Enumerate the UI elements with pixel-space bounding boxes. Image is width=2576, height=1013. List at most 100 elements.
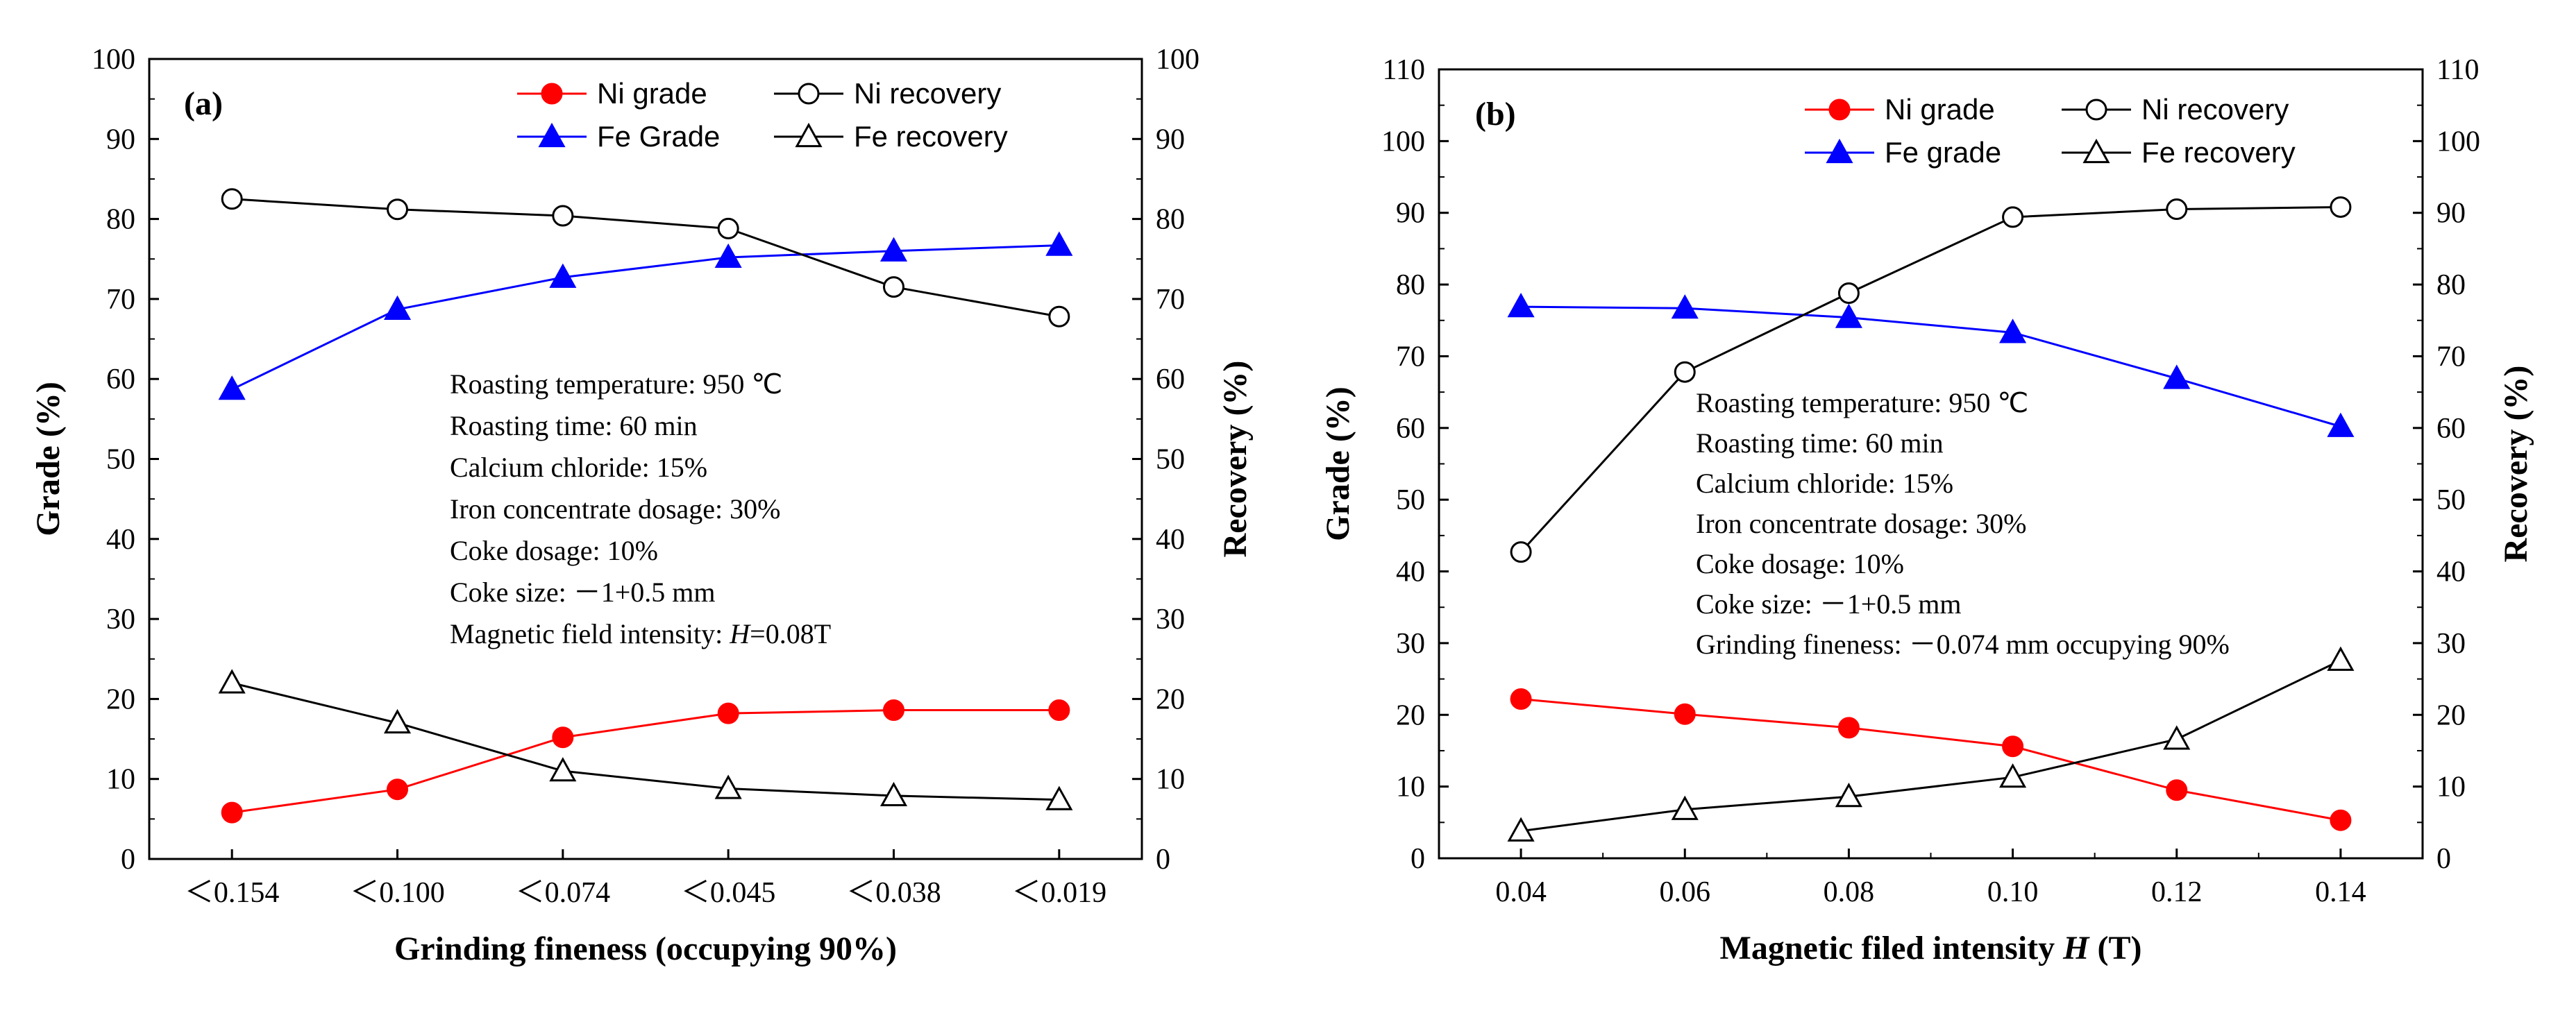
panel-b-point-fe-grade [1671, 294, 1699, 319]
panel-b-left-tick-label: 10 [1396, 772, 1425, 803]
panel-a-legend-label-ni-grade: Ni grade [597, 77, 707, 110]
panel-b-left-tick-label: 110 [1383, 54, 1425, 86]
panel-a-point-ni-recovery [883, 276, 904, 298]
panel-a-series-ni-recovery [221, 188, 1070, 327]
panel-a-point-fe-recovery [879, 781, 908, 807]
panel-a-legend-label-fe-grade: Fe Grade [597, 120, 720, 153]
panel-a-point-ni-grade [883, 699, 904, 722]
panel-a-x-tick-label: ＜0.154 [185, 877, 280, 909]
panel-b-point-fe-recovery [1835, 783, 1862, 808]
panel-a-left-tick-label: 100 [92, 44, 135, 76]
panel-b-right-tick-label: 20 [2436, 699, 2466, 731]
panel-b-right-tick-label: 100 [2436, 126, 2480, 158]
panel-b-left-tick-label: 20 [1396, 699, 1425, 731]
panel-b-left-tick-label: 80 [1396, 269, 1425, 301]
panel-a-point-ni-grade [387, 778, 408, 801]
panel-b-right-tick-label: 0 [2436, 843, 2451, 875]
panel-a-point-fe-grade [383, 295, 412, 320]
panel-a-point-ni-recovery [387, 198, 408, 221]
panel-a-x-tick-label: ＜0.100 [350, 877, 445, 909]
panel-a-point-fe-recovery [383, 708, 412, 734]
panel-b-legend-marker-ni-grade [1828, 99, 1851, 121]
panel-b-legend-marker-fe-recovery [2082, 138, 2110, 164]
panel-a-point-fe-grade [714, 243, 742, 269]
panel-b-left-tick-label: 50 [1396, 484, 1425, 516]
panel-a-right-tick-label: 40 [1156, 524, 1185, 556]
panel-b-left-tick-label: 0 [1411, 843, 1425, 875]
panel-a-annotation-line: Roasting temperature: 950 ℃ [450, 368, 782, 400]
panel-a-point-fe-grade [218, 375, 246, 400]
panel-a-annotation-line: Iron concentrate dosage: 30% [450, 493, 780, 525]
panel-a-left-tick-label: 40 [106, 524, 135, 556]
panel-a-annotation-part: Magnetic field intensity: [450, 618, 730, 649]
panel-b-annotation-line: Grinding fineness: －0.074 mm occupying 9… [1696, 629, 2230, 660]
panel-a-left-tick-label: 50 [106, 444, 135, 476]
panel-b-left-tick-label: 30 [1396, 628, 1425, 660]
panel-b-annotation-line: Iron concentrate dosage: 30% [1696, 508, 2026, 539]
panel-a-legend-marker-fe-recovery [795, 122, 823, 148]
panel-b-point-fe-grade [1507, 293, 1535, 318]
panel-a-annotation-line: Calcium chloride: 15% [450, 452, 707, 483]
panel-b-line-fe-recovery [1520, 659, 2341, 833]
panel-a-legend-marker-ni-grade [541, 83, 563, 105]
panel-a-x-tick-label: ＜0.038 [846, 877, 941, 909]
panel-b-x-tick-label: 0.10 [1987, 876, 2039, 908]
panel-a-x-title-part: Grinding fineness (occupying 90%) [394, 930, 897, 967]
panel-a-left-tick-label: 10 [106, 764, 135, 796]
panel-a-right-tick-label: 90 [1156, 124, 1185, 155]
panel-b-point-ni-grade [1674, 703, 1696, 725]
panel-a-line-ni-recovery [232, 198, 1060, 318]
panel-b-y-right-title: Recovery (%) [2498, 366, 2534, 563]
panel-b-point-ni-recovery [1674, 361, 1696, 383]
panel-b-point-fe-recovery [2327, 646, 2355, 671]
panel-a-left-tick-label: 90 [106, 124, 135, 155]
panel-a-left-tick-label: 0 [121, 844, 135, 876]
panel-b-point-fe-grade [1999, 318, 2027, 343]
panel-a-legend-marker-ni-recovery [798, 83, 820, 105]
panel-b-right-tick-label: 40 [2436, 556, 2466, 588]
panel-b-x-tick-label: 0.04 [1495, 876, 1547, 908]
panel-b-x-tick-label: 0.08 [1824, 876, 1875, 908]
panel-b-x-title-part: H [2055, 930, 2097, 967]
panel-a-right-tick-label: 20 [1156, 683, 1185, 715]
panel-b-right-tick-label: 60 [2436, 413, 2466, 445]
panel-a-line-fe-recovery [231, 681, 1059, 801]
panel-a-annotation-part: =0.08T [750, 618, 831, 649]
panel-b-legend-label-fe-recovery: Fe recovery [2141, 136, 2296, 169]
panel-b-point-ni-recovery [1510, 541, 1532, 563]
panel-a-right-tick-label: 70 [1156, 284, 1185, 316]
panel-b-point-fe-grade [1835, 303, 1862, 328]
panel-b-series-ni-recovery [1510, 196, 2352, 563]
panel-a-point-ni-recovery [1048, 305, 1070, 327]
panel-b-x-tick-label: 0.14 [2315, 876, 2366, 908]
panel-a-right-tick-label: 80 [1156, 204, 1185, 236]
panel-a-legend-label-ni-recovery: Ni recovery [854, 77, 1001, 110]
panel-b-point-ni-grade [1510, 688, 1532, 710]
panel-b-point-ni-grade [2330, 809, 2352, 831]
panel-b-x-title-part: (T) [2097, 930, 2141, 967]
panel-b-left-tick-label: 90 [1396, 198, 1425, 230]
panel-a-line-fe-grade [231, 244, 1059, 391]
panel-b-x-tick-label: 0.12 [2151, 876, 2203, 908]
panel-a-point-fe-recovery [1045, 785, 1073, 810]
panel-a-point-fe-recovery [714, 774, 742, 799]
panel-a-point-ni-grade [1048, 699, 1070, 722]
panel-a-annotation-line: Roasting time: 60 min [450, 410, 698, 441]
panel-a-left-tick-label: 30 [106, 604, 135, 636]
panel-a-line-ni-grade [231, 709, 1059, 814]
panel-a-x-title: Grinding fineness (occupying 90%) [394, 930, 897, 967]
panel-a-label: (a) [184, 85, 223, 122]
panel-a-annotation-line: Magnetic field intensity: H=0.08T [450, 618, 831, 649]
panel-b-right-tick-label: 80 [2436, 269, 2466, 301]
panel-b-annotation-line: Calcium chloride: 15% [1696, 468, 1953, 499]
panel-b-series-fe-recovery [1507, 646, 2355, 842]
panel-a-annotation-part: H [729, 618, 751, 649]
panel-a-x-tick-label: ＜0.019 [1012, 877, 1107, 909]
panel-b-line-ni-recovery [1519, 205, 2341, 553]
panel-a-y-right-title: Recovery (%) [1217, 361, 1254, 558]
panel-a-right-tick-label: 100 [1156, 44, 1199, 76]
panel-b-line-fe-grade [1521, 305, 2341, 428]
panel-a-series-ni-grade [221, 699, 1070, 824]
panel-b-right-tick-label: 70 [2436, 341, 2466, 373]
